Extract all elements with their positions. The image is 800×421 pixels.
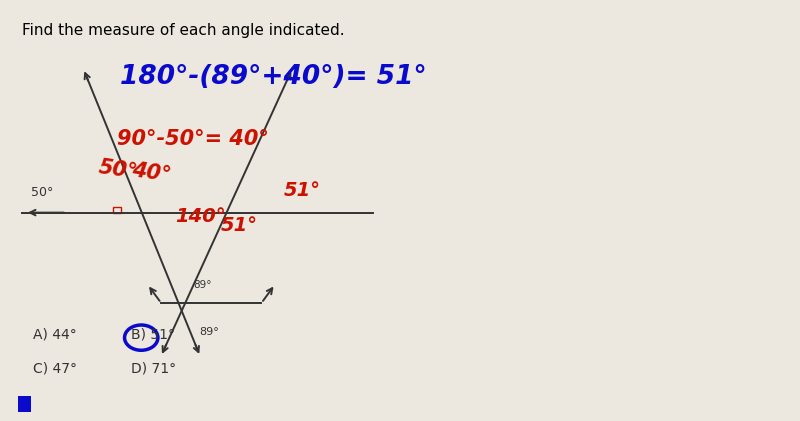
Text: D) 71°: D) 71° (130, 362, 176, 376)
Text: 40°: 40° (130, 160, 173, 185)
Text: Find the measure of each angle indicated.: Find the measure of each angle indicated… (22, 23, 345, 38)
Text: 89°: 89° (194, 280, 212, 290)
Bar (18, 396, 30, 412)
Text: 180°-(89°+40°)= 51°: 180°-(89°+40°)= 51° (119, 64, 426, 90)
Text: 140°: 140° (175, 207, 226, 226)
Text: A) 44°: A) 44° (34, 328, 77, 342)
Text: 89°: 89° (199, 327, 218, 337)
Text: 50°: 50° (30, 186, 53, 199)
Text: B) 51°: B) 51° (130, 328, 174, 342)
Text: 51°: 51° (283, 181, 321, 200)
Text: C) 47°: C) 47° (34, 362, 78, 376)
Text: 51°: 51° (221, 216, 258, 235)
Text: 50°: 50° (98, 157, 139, 183)
Text: 90°-50°= 40°: 90°-50°= 40° (117, 129, 269, 149)
